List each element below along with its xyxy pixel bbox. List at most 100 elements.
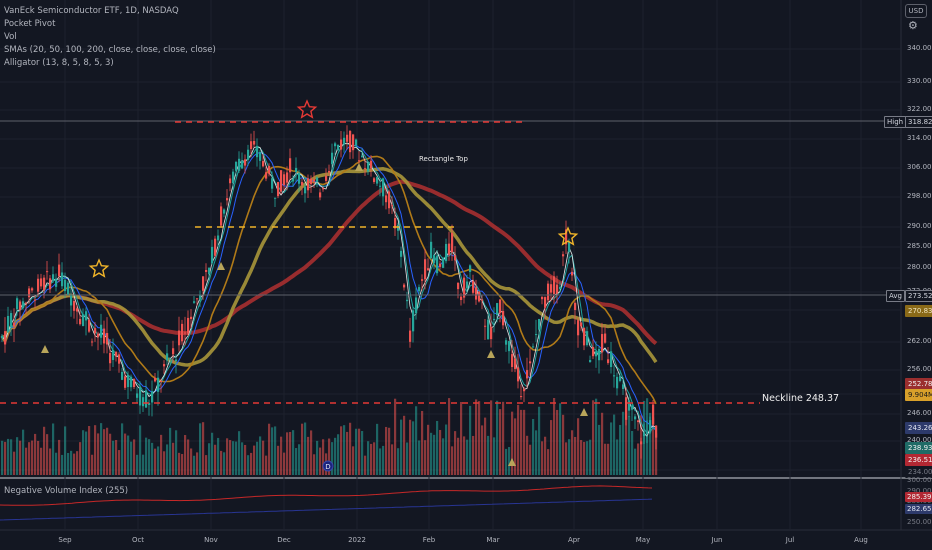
volume-bar [283,452,286,475]
candle-body [280,170,283,192]
volume-bar [544,436,547,475]
time-tick-label: Mar [486,536,500,544]
candle-body [445,243,448,262]
candle-body [61,272,64,287]
volume-bar [352,446,355,475]
volume-bar [331,442,334,475]
candle-body [76,308,79,312]
candle-body [64,279,67,292]
pocket-pivot-triangle-icon [217,262,225,270]
candle-body [430,241,433,259]
volume-bar [538,406,541,475]
candle-body [568,241,571,253]
volume-bar [70,450,73,475]
price-tick-label: 240.00 [907,436,932,444]
volume-bar [430,432,433,475]
volume-bar [511,411,514,475]
volume-bar [208,443,211,475]
candle-body [226,198,229,201]
candle-body [367,162,370,172]
candle-body [103,328,106,344]
volume-bar [388,427,391,475]
volume-bar [535,430,538,475]
volume-bar [625,407,628,475]
indicator-pocket-pivot[interactable]: Pocket Pivot [4,19,56,29]
volume-bar [247,455,250,475]
volume-bar [376,423,379,475]
candle-body [337,144,340,151]
volume-bar [274,426,277,475]
candle-body [538,319,541,330]
volume-bar [130,441,133,475]
volume-bar [502,401,505,475]
volume-bar [244,444,247,475]
indicator-alligator[interactable]: Alligator (13, 8, 5, 8, 5, 3) [4,58,114,68]
volume-bar [295,448,298,475]
volume-bar [217,437,220,475]
volume-bar [178,452,181,475]
candle-body [100,324,103,338]
volume-bar [259,436,262,475]
volume-bar [523,409,526,475]
candle-body [418,287,421,292]
candle-body [415,297,418,314]
candle-body [400,250,403,257]
volume-bar [322,439,325,475]
volume-bar [328,438,331,475]
volume-bar [400,419,403,475]
volume-bar [586,441,589,475]
nvi-title[interactable]: Negative Volume Index (255) [4,486,129,496]
price-axis-tag: 236.51 [905,454,932,466]
candle-body [391,205,394,207]
price-axis-tag: 243.26 [905,422,932,434]
candle-body [13,322,16,327]
volume-bar [181,454,184,475]
candle-body [394,218,397,229]
neckline-label: Neckline 248.37 [762,393,840,404]
candle-body [589,360,592,363]
candle-body [220,206,223,226]
volume-bar [163,451,166,475]
indicator-vol[interactable]: Vol [4,32,17,42]
volume-bar [550,420,553,475]
volume-bar [364,455,367,475]
pocket-pivot-triangle-icon [355,163,363,171]
volume-bar [232,441,235,475]
candle-body [544,297,547,308]
volume-bar [439,429,442,475]
volume-bar [397,448,400,475]
volume-bar [148,439,151,475]
candle-body [580,322,583,327]
volume-bar [28,442,31,475]
candle-body [58,264,61,277]
volume-bar [205,455,208,475]
currency-badge[interactable]: USD [905,4,927,18]
candle-body [397,224,400,231]
candle-body [70,294,73,306]
candle-body [535,334,538,336]
candle-body [16,298,19,310]
indicator-smas[interactable]: SMAs (20, 50, 100, 200, close, close, cl… [4,45,216,55]
candle-body [157,377,160,392]
candle-body [376,176,379,184]
volume-bar [193,455,196,475]
candle-body [1,335,4,339]
candle-body [556,284,559,294]
candle-body [517,367,520,382]
candle-body [154,377,157,382]
candle-body [550,284,553,293]
candle-body [247,149,250,160]
settings-gear-icon[interactable]: ⚙ [908,19,918,32]
volume-bar [382,445,385,475]
volume-bar [61,454,64,475]
time-tick-label: Sep [58,536,72,544]
volume-bar [16,437,19,475]
price-tick-label: 306.00 [907,163,932,171]
candle-body [298,172,301,184]
candle-body [124,376,127,388]
price-axis-tag: 9.904M [905,389,932,401]
volume-bar [424,440,427,475]
candle-body [451,233,454,253]
volume-bar [475,399,478,475]
